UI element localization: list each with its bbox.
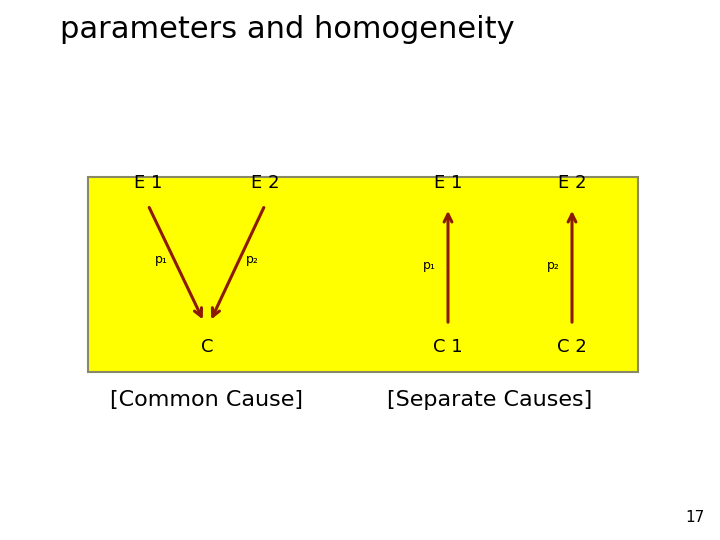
Bar [88, 177, 638, 372]
Text: p₁: p₁ [155, 253, 168, 267]
Text: C: C [201, 338, 213, 356]
Text: p₂: p₂ [246, 253, 259, 267]
Text: E 2: E 2 [251, 174, 279, 192]
Text: C 1: C 1 [433, 338, 463, 356]
Text: C 2: C 2 [557, 338, 587, 356]
Text: parameters and homogeneity: parameters and homogeneity [60, 16, 515, 44]
Text: E 1: E 1 [134, 174, 162, 192]
Text: p₁: p₁ [423, 259, 436, 272]
Text: [Separate Causes]: [Separate Causes] [387, 390, 593, 410]
Text: E 2: E 2 [558, 174, 586, 192]
Text: [Common Cause]: [Common Cause] [110, 390, 304, 410]
Text: 17: 17 [685, 510, 705, 525]
Text: E 1: E 1 [434, 174, 462, 192]
Text: p₂: p₂ [547, 259, 560, 272]
